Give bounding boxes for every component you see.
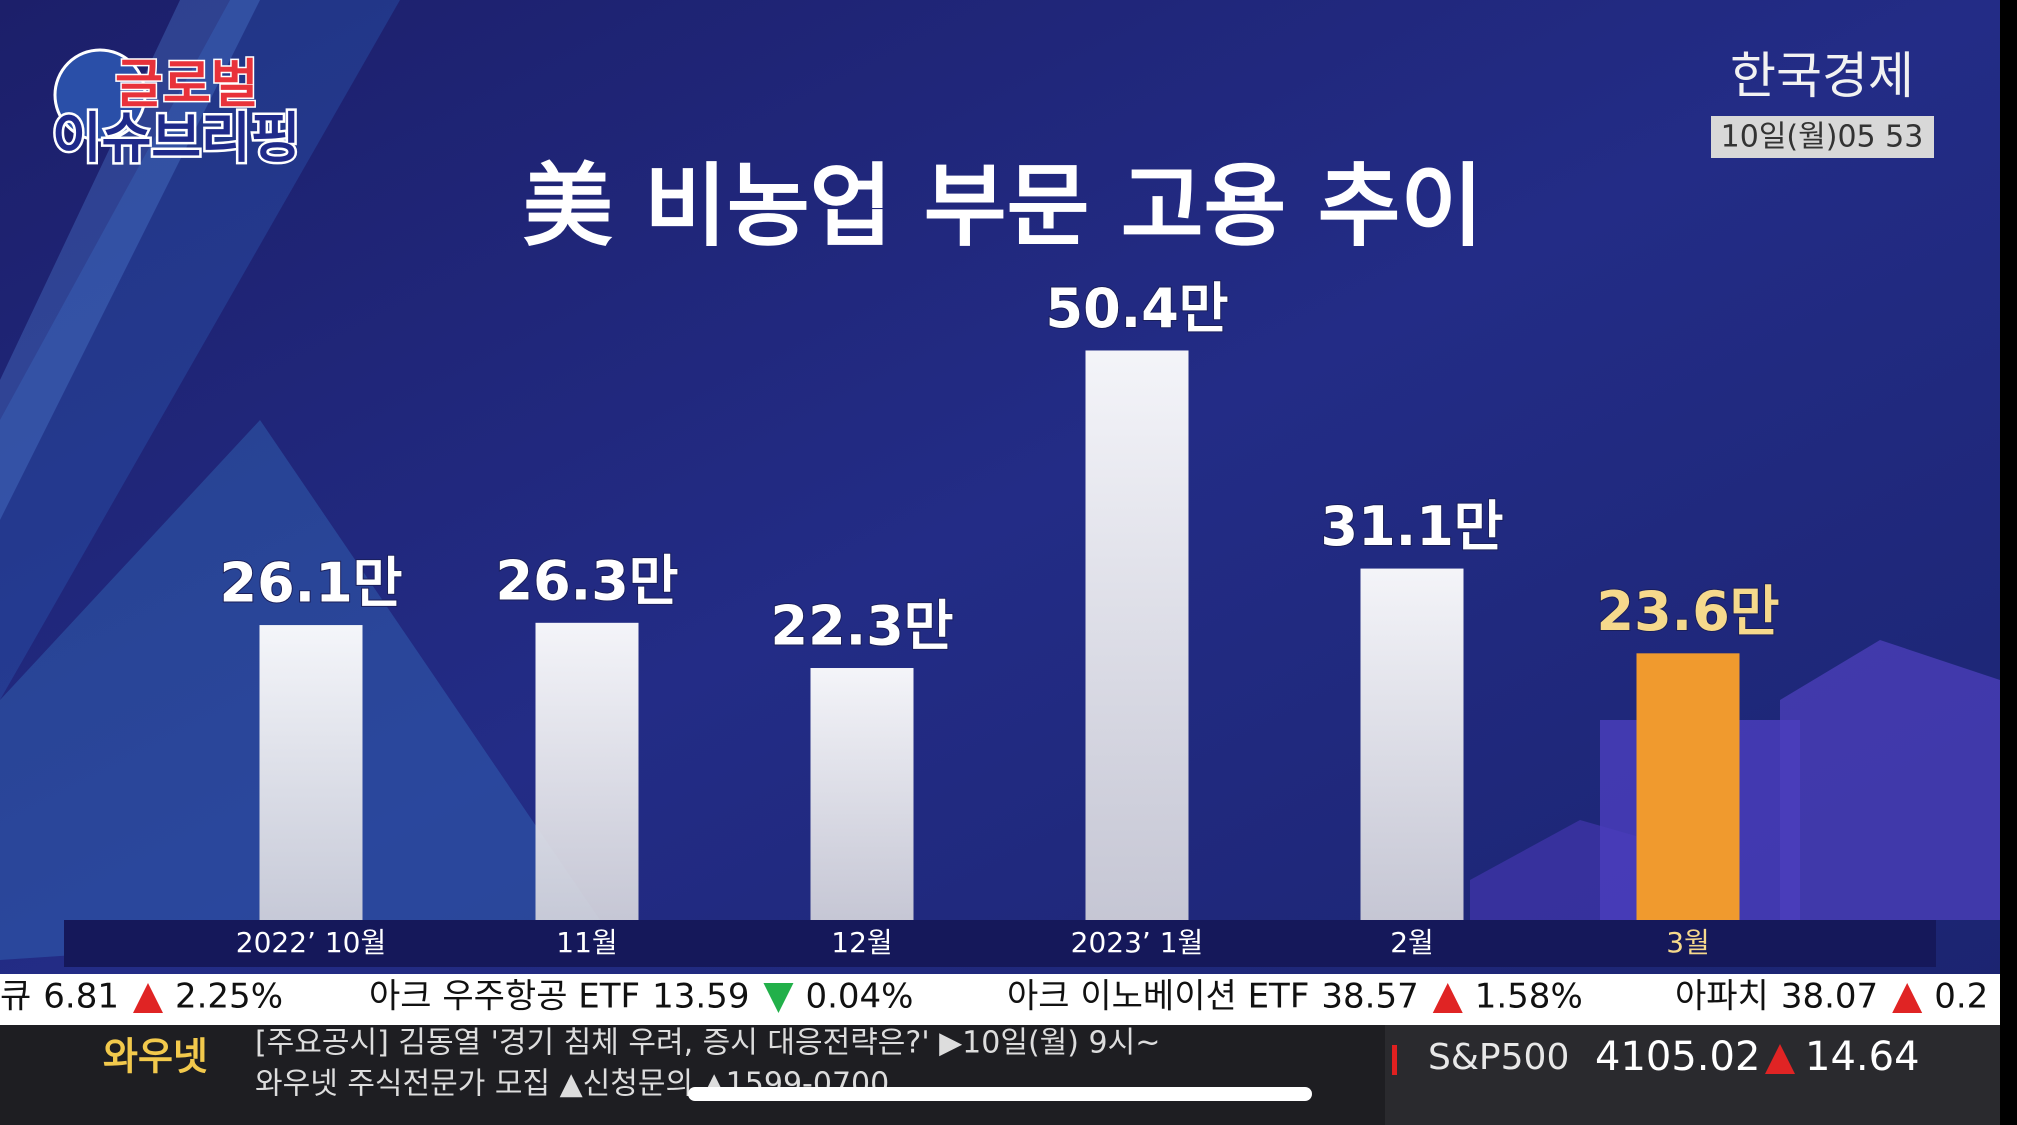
logo-top: 글로벌 bbox=[115, 55, 259, 115]
ticker-name: 큐 bbox=[0, 977, 31, 1017]
ticker-price: 13.59 bbox=[652, 977, 749, 1017]
value-label: 26.3만 bbox=[496, 549, 679, 612]
time-box bbox=[1711, 116, 1934, 158]
axis-band bbox=[64, 920, 1936, 967]
ticker-name: 아파치 bbox=[1675, 977, 1769, 1017]
ticker-arrow bbox=[1432, 983, 1463, 1013]
ticker-change: 1.58% bbox=[1475, 977, 1583, 1017]
home-indicator bbox=[688, 1087, 1312, 1101]
ticker-price: 38.07 bbox=[1781, 977, 1878, 1017]
index-name: S&P500 bbox=[1428, 1037, 1569, 1078]
edge bbox=[2000, 0, 2017, 1125]
ticker-arrow bbox=[763, 983, 794, 1013]
bar bbox=[259, 625, 363, 920]
logo-globe bbox=[53, 48, 147, 142]
ticker-name: 아크 우주항공 ETF bbox=[369, 977, 640, 1017]
bar bbox=[1360, 568, 1464, 920]
ticker-price: 38.57 bbox=[1321, 977, 1418, 1017]
ticker-change: 2.25% bbox=[175, 977, 283, 1017]
value-label: 22.3만 bbox=[771, 595, 954, 658]
x-tick-label: 3월 bbox=[1666, 926, 1710, 959]
index-marker bbox=[1392, 1045, 1397, 1075]
index-panel bbox=[1385, 1025, 2000, 1125]
value-label: 26.1만 bbox=[220, 552, 403, 615]
footer-brand: 와우넷 bbox=[103, 1035, 208, 1079]
building bbox=[1780, 640, 2000, 920]
value-label: 31.1만 bbox=[1321, 495, 1504, 558]
ticker-arrow bbox=[132, 983, 163, 1013]
x-tick-label: 2022’ 10월 bbox=[236, 926, 386, 959]
chart-title: 美 비농업 부문 고용 추이 bbox=[523, 154, 1484, 259]
x-tick-label: 2월 bbox=[1390, 926, 1434, 959]
ticker-name: 아크 이노베이션 ETF bbox=[1007, 977, 1309, 1017]
value-label: 23.6만 bbox=[1597, 580, 1780, 643]
light-streak bbox=[0, 0, 400, 700]
x-tick-label: 12월 bbox=[831, 926, 892, 959]
ticker-bar bbox=[0, 974, 2000, 1025]
index-value: 4105.02 bbox=[1595, 1034, 1760, 1080]
ticker-change: 0.2 bbox=[1934, 977, 1988, 1017]
ticker-arrow bbox=[1892, 983, 1923, 1013]
time: 10일(월)05 53 bbox=[1721, 120, 1924, 155]
value-label: 50.4만 bbox=[1046, 277, 1229, 340]
ticker-change: 0.04% bbox=[805, 977, 913, 1017]
index-arrow bbox=[1765, 1044, 1795, 1074]
channel-name: 한국경제 bbox=[1730, 47, 1914, 105]
x-tick-label: 11월 bbox=[556, 926, 617, 959]
bar bbox=[810, 668, 914, 920]
light-streak bbox=[0, 0, 260, 520]
x-tick-label: 2023’ 1월 bbox=[1071, 926, 1204, 959]
logo-bottom: 이슈브리핑 bbox=[52, 107, 300, 170]
bar bbox=[1636, 653, 1740, 920]
footer-news: [주요공시] 김동열 '경기 침체 우려, 증시 대응전략은?' ▶10일(월)… bbox=[255, 1026, 1160, 1061]
index-change: 14.64 bbox=[1805, 1034, 1920, 1080]
bar bbox=[535, 622, 639, 920]
ticker-price: 6.81 bbox=[43, 977, 119, 1017]
bar bbox=[1085, 350, 1189, 921]
